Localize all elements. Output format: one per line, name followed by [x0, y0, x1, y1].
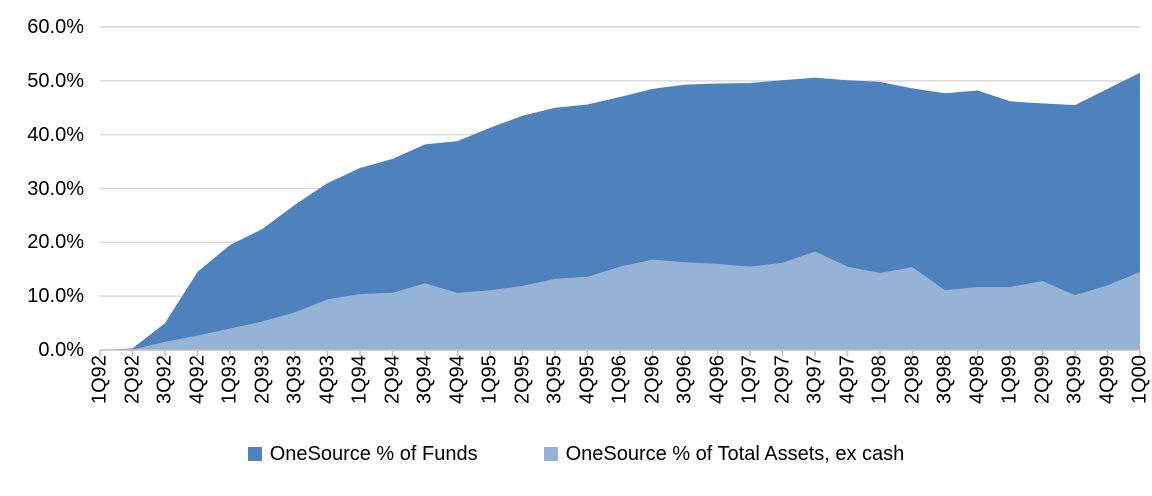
y-axis-label: 20.0%	[27, 231, 84, 254]
legend-label-assets: OneSource % of Total Assets, ex cash	[565, 442, 905, 465]
y-axis-label: 50.0%	[27, 69, 84, 92]
x-axis-label: 4Q99	[1096, 355, 1118, 405]
x-axis-label: 2Q93	[251, 355, 273, 405]
legend-item-assets: OneSource % of Total Assets, ex cash	[543, 442, 905, 466]
x-axis-label: 2Q95	[511, 355, 533, 405]
y-axis-label: 40.0%	[27, 123, 84, 146]
x-axis-label: 3Q99	[1063, 355, 1086, 405]
x-axis-label: 3Q93	[283, 355, 306, 405]
legend-label-funds: OneSource % of Funds	[269, 442, 478, 465]
x-axis-label: 4Q93	[316, 355, 338, 405]
x-axis-label: 2Q99	[1031, 355, 1053, 405]
x-axis-label: 3Q95	[543, 355, 566, 405]
x-axis-label: 1Q98	[868, 355, 891, 405]
legend-item-funds: OneSource % of Funds	[247, 442, 478, 466]
legend: OneSource % of Funds OneSource % of Tota…	[0, 439, 1152, 469]
x-axis-label: 1Q92	[88, 355, 111, 405]
x-axis-label: 4Q98	[966, 355, 988, 405]
y-axis-label: 30.0%	[27, 177, 84, 200]
x-axis-label: 2Q94	[381, 355, 403, 405]
legend-swatch-assets-icon	[543, 447, 558, 461]
x-axis-label: 4Q92	[186, 355, 208, 405]
x-axis-label: 3Q97	[803, 355, 826, 405]
x-axis-label: 3Q96	[673, 355, 696, 405]
x-axis-label: 4Q94	[446, 355, 468, 405]
y-axis-label: 0.0%	[38, 339, 84, 361]
y-axis-label: 10.0%	[27, 285, 84, 308]
x-axis-label: 2Q96	[641, 355, 663, 405]
x-axis-label: 4Q96	[706, 355, 728, 405]
x-axis-label: 2Q97	[771, 355, 793, 405]
y-axis-label: 60.0%	[27, 16, 84, 38]
x-axis-label: 1Q99	[998, 355, 1021, 405]
x-axis-label: 3Q92	[153, 355, 176, 405]
x-axis-label: 2Q92	[121, 355, 143, 405]
x-axis-label: 3Q98	[933, 355, 956, 405]
x-axis-label: 1Q95	[478, 355, 501, 405]
x-axis-label: 2Q98	[901, 355, 923, 405]
x-axis-label: 1Q94	[348, 355, 371, 405]
x-axis-label: 3Q94	[413, 355, 436, 405]
legend-swatch-funds-icon	[247, 447, 262, 461]
x-axis-label: 1Q96	[608, 355, 631, 405]
x-axis-label: 1Q97	[738, 355, 761, 405]
x-axis-label: 1Q00	[1128, 355, 1151, 405]
x-axis-label: 4Q95	[576, 355, 598, 405]
x-axis-label: 1Q93	[218, 355, 241, 405]
x-axis-label: 4Q97	[836, 355, 858, 405]
